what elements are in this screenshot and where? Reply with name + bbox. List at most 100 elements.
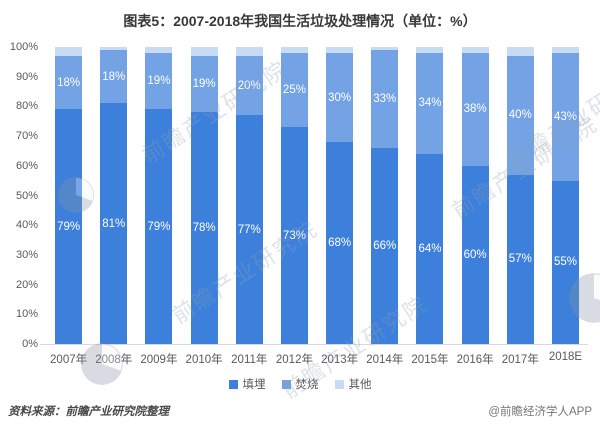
data-label: 73% [282,229,306,242]
bar-2010年: 78% 19% [182,47,227,344]
legend-swatch [281,379,291,389]
segment-填埋: 64% [416,153,444,344]
data-label: 38% [463,103,487,116]
bar-2017年: 57% 40% [498,47,543,344]
y-tick: 70% [15,130,38,143]
source-note: 资料来源：前瞻产业研究院整理 [8,406,169,418]
bar-2009年: 79% 19% [136,47,181,344]
x-tick-2013年: 2013年 [321,354,359,366]
stacked-bar: 79% 19% [145,47,173,344]
data-label: 30% [328,91,352,104]
y-tick: 10% [15,308,38,321]
stacked-bar: 64% 34% [416,47,444,344]
legend-item-填埋: 填埋 [228,376,266,392]
x-tick-2007年: 2007年 [50,354,88,366]
credit-note: @前瞻经济学人APP [488,406,592,418]
y-tick: 60% [15,159,38,172]
data-label: 40% [508,109,532,122]
x-tick-2008年: 2008年 [95,354,133,366]
segment-焚烧: 19% [190,55,218,113]
segment-其他 [145,47,173,53]
x-tick-2015年: 2015年 [411,354,449,366]
stacked-bar: 66% 33% [371,47,399,344]
segment-填埋: 78% [190,112,218,344]
plot-area: 79% 18% 81% 18% 79% 19% 78% 19% 77% 20% 73% 25% 68% 3… [46,47,588,344]
y-tick: 100% [9,41,38,53]
segment-焚烧: 34% [416,52,444,154]
stacked-bar: 77% 20% [235,47,263,344]
segment-填埋: 73% [280,127,308,344]
x-tick-2009年: 2009年 [140,354,178,366]
data-label: 57% [508,253,532,266]
segment-填埋: 55% [551,180,579,344]
bar-2013年: 68% 30% [317,47,362,344]
data-label: 60% [463,248,487,261]
legend: 填埋 焚烧 其他 [0,376,600,392]
x-tick-2012年: 2012年 [275,354,313,366]
x-axis: 2007年 2008年 2009年 2010年 2011年 2012年 2013年 2014年… [46,351,588,367]
x-axis-line [40,344,588,345]
legend-swatch [334,379,344,389]
segment-填埋: 66% [371,147,399,344]
segment-焚烧: 30% [326,52,354,143]
segment-焚烧: 33% [371,49,399,148]
segment-其他 [100,47,128,50]
segment-其他 [235,47,263,56]
x-tick-2014年: 2014年 [366,354,404,366]
segment-其他 [551,47,579,53]
segment-焚烧: 25% [280,52,308,128]
legend-label: 填埋 [242,379,266,391]
segment-填埋: 79% [145,109,173,344]
data-label: 19% [147,75,171,88]
legend-item-焚烧: 焚烧 [281,376,319,392]
legend-swatch [228,379,238,389]
segment-其他 [55,47,83,56]
segment-填埋: 60% [461,165,489,344]
segment-焚烧: 18% [100,49,128,104]
segment-焚烧: 19% [145,52,173,110]
data-label: 18% [57,76,81,89]
y-tick: 80% [15,100,38,113]
x-tick-2011年: 2011年 [231,354,268,366]
data-label: 34% [418,97,442,110]
bar-2007年: 79% 18% [46,47,91,344]
data-label: 68% [328,237,352,250]
y-tick: 0% [22,338,38,350]
data-label: 33% [373,92,397,105]
data-label: 79% [147,220,171,233]
segment-填埋: 81% [100,103,128,344]
segment-其他 [371,47,399,50]
stacked-bar: 73% 25% [280,47,308,344]
data-label: 78% [192,222,216,235]
bar-2008年: 81% 18% [91,47,136,344]
stacked-bar: 57% 40% [506,47,534,344]
data-label: 81% [102,217,126,230]
y-tick: 40% [15,219,38,232]
segment-填埋: 79% [55,109,83,344]
legend-label: 其他 [348,379,372,391]
data-label: 18% [102,70,126,83]
segment-其他 [280,47,308,53]
segment-其他 [416,47,444,53]
segment-焚烧: 43% [551,52,579,181]
segment-其他 [506,47,534,56]
legend-label: 焚烧 [295,379,319,391]
x-tick-2017年: 2017年 [501,354,539,366]
stacked-bar: 78% 19% [190,47,218,344]
data-label: 55% [553,256,577,269]
data-label: 66% [373,239,397,252]
stacked-bar: 55% 43% [551,47,579,344]
bar-2015年: 64% 34% [407,47,452,344]
bar-2014年: 66% 33% [362,47,407,344]
data-label: 77% [237,223,261,236]
y-axis: 0% 10% 20% 30% 40% 50% 60% 70% 80% 90% 100% [0,41,38,350]
segment-其他 [461,47,489,53]
stacked-bar: 79% 18% [55,47,83,344]
segment-填埋: 68% [326,142,354,344]
x-tick-2018E: 2018E [548,351,583,363]
y-tick: 20% [15,278,38,291]
data-label: 64% [418,242,442,255]
x-tick-2010年: 2010年 [185,354,223,366]
y-tick: 30% [15,248,38,261]
